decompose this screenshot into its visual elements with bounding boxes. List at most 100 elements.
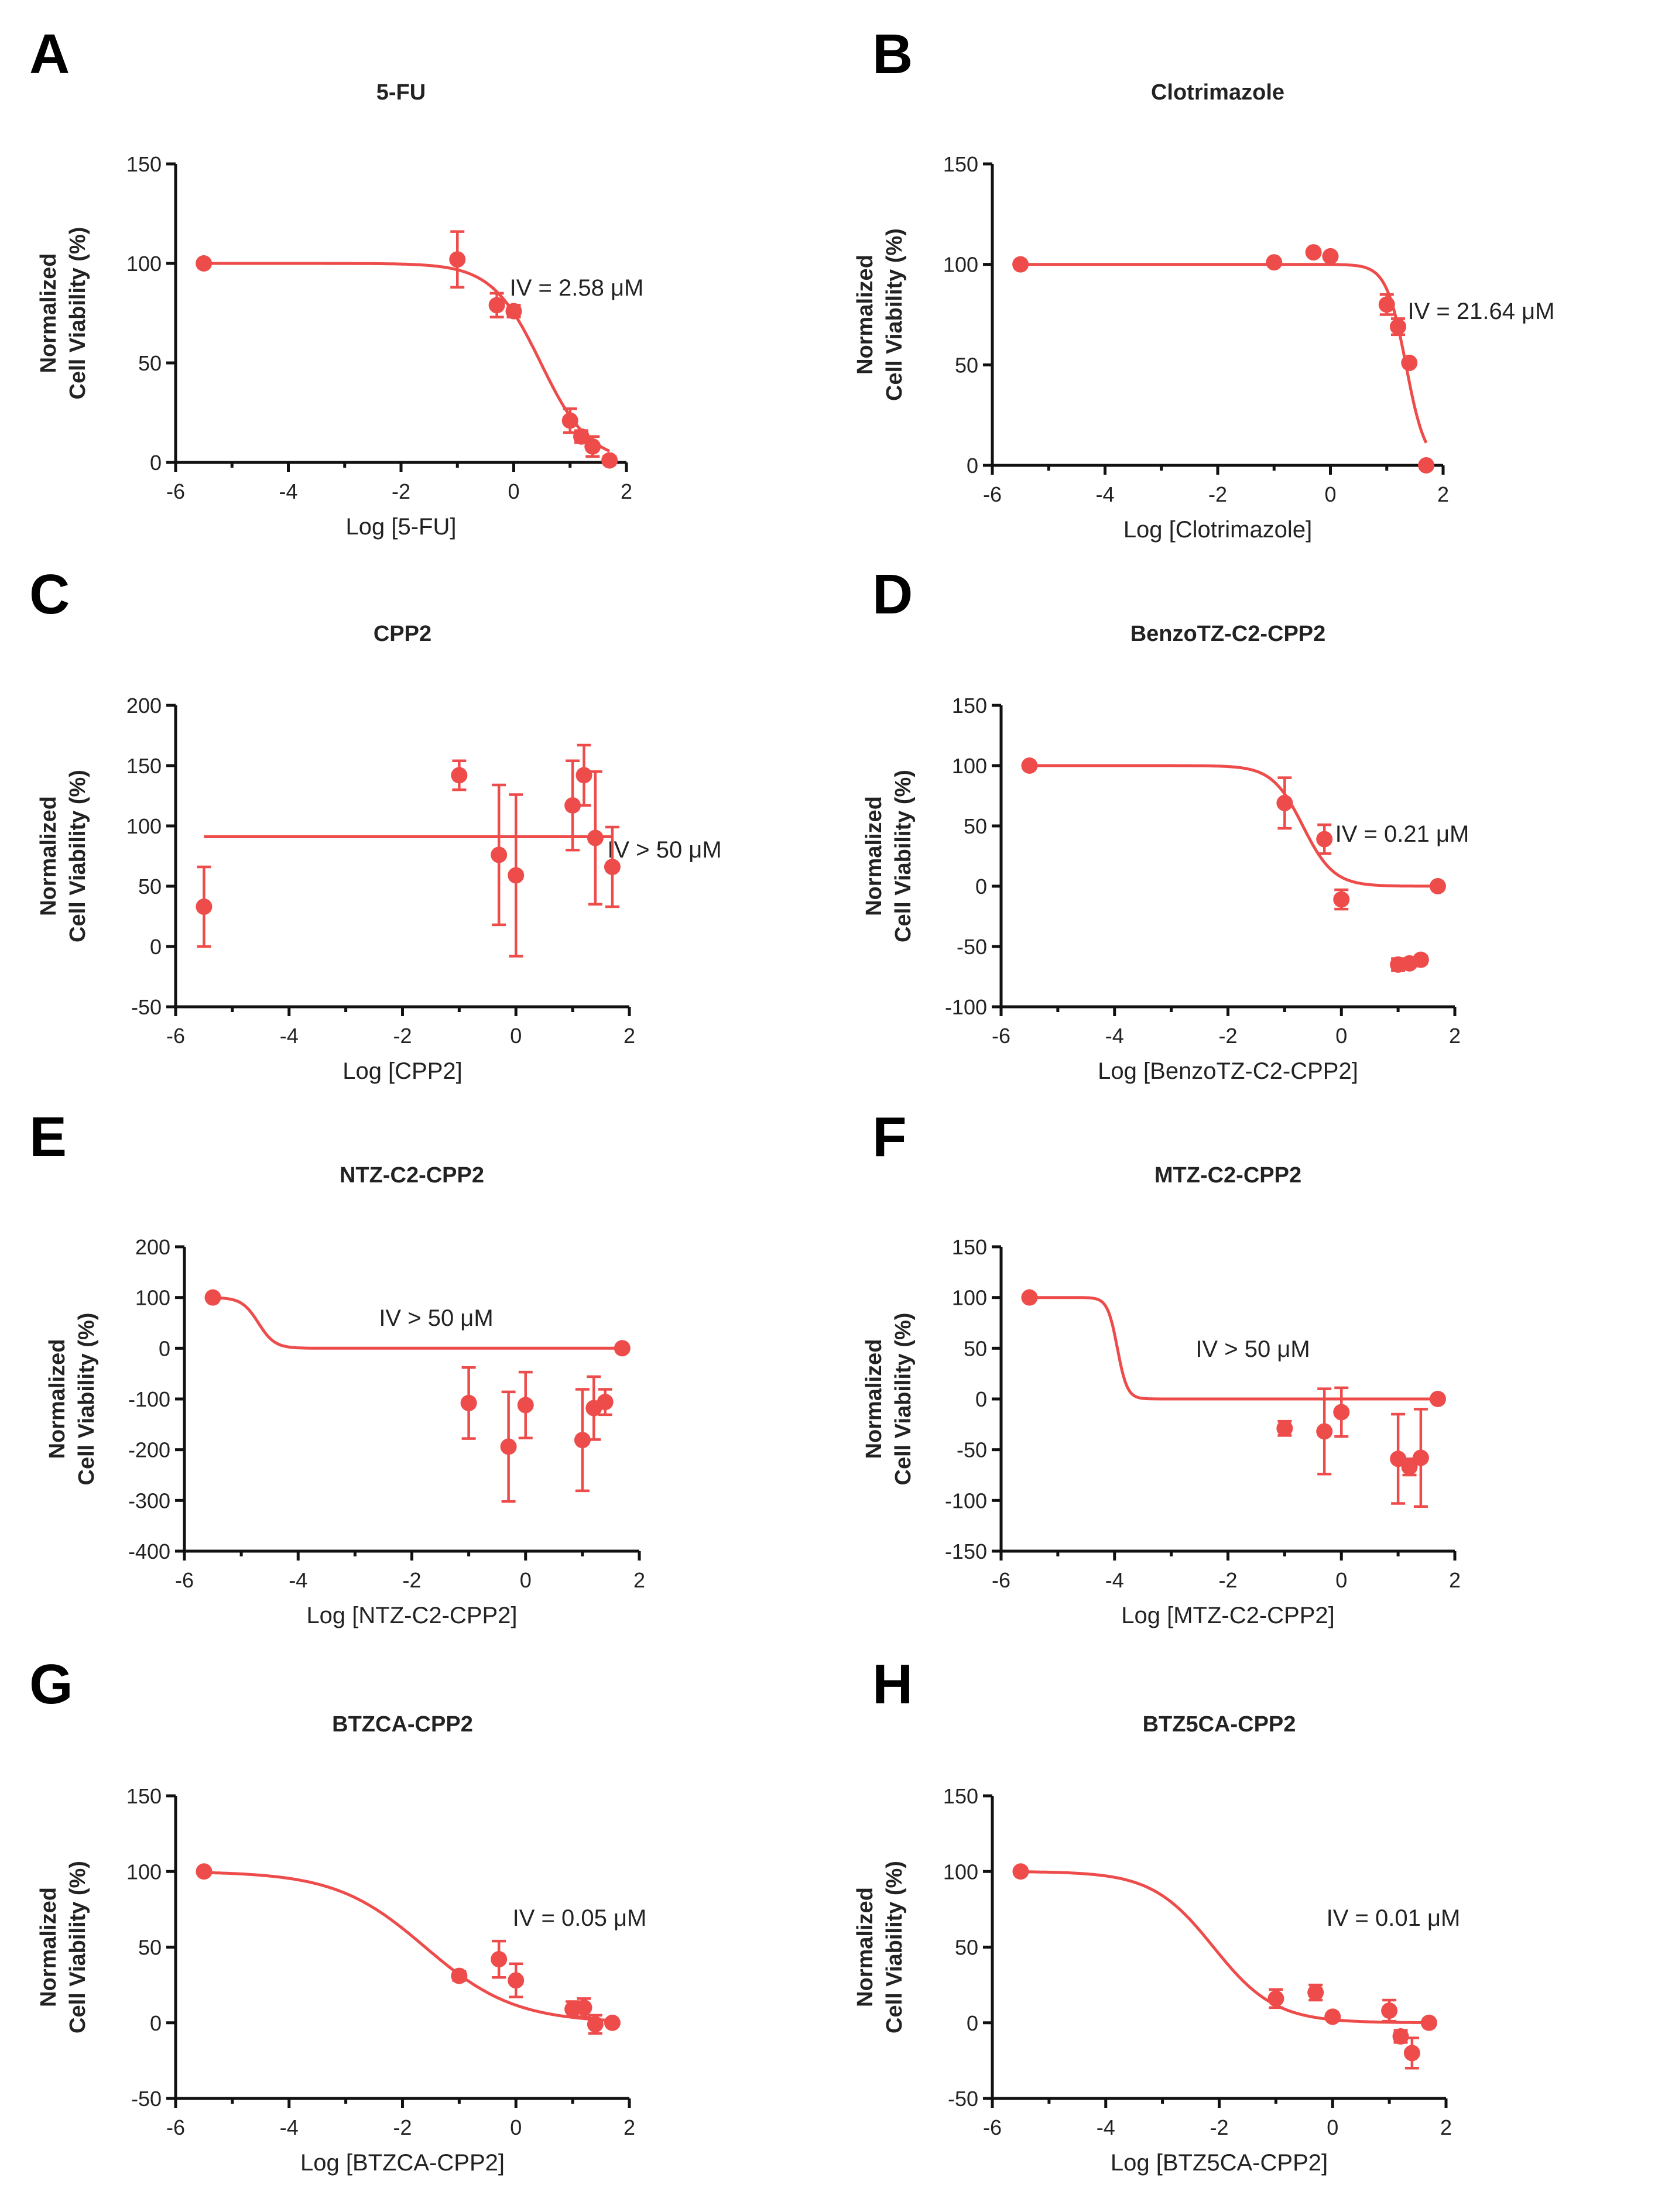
y-axis-label-line: Normalized <box>36 253 61 373</box>
y-axis-label-line: Cell Viability (%) <box>891 770 916 942</box>
chart-title: MTZ-C2-CPP2 <box>1154 1163 1301 1188</box>
x-axis-label: Log [5-FU] <box>346 514 457 540</box>
y-tick-label: -100 <box>128 1387 170 1411</box>
y-tick-label: 150 <box>952 1235 987 1259</box>
x-tick-label: 0 <box>1335 1568 1347 1592</box>
y-axis-label-line: Cell Viability (%) <box>882 1861 907 2033</box>
y-tick-label: -400 <box>128 1539 170 1563</box>
y-tick-label: 50 <box>964 1336 987 1360</box>
x-tick-label: -6 <box>983 482 1002 506</box>
chart-title: BTZ5CA-CPP2 <box>1143 1712 1296 1737</box>
y-axis-label-line: Normalized <box>853 1887 878 2007</box>
fit-curve <box>204 1871 613 2022</box>
x-axis-label: Log [MTZ-C2-CPP2] <box>1121 1603 1335 1628</box>
data-point <box>1322 248 1339 265</box>
x-axis-label: Log [CPP2] <box>342 1058 462 1084</box>
data-point <box>1390 1450 1407 1467</box>
data-point <box>1390 318 1406 335</box>
y-tick-label: 50 <box>138 874 162 898</box>
x-tick-label: 2 <box>1437 482 1449 506</box>
y-axis-label-line: Cell Viability (%) <box>66 227 90 400</box>
panel-letter: C <box>29 563 70 626</box>
y-tick-label: -50 <box>957 935 987 959</box>
y-axis-label-line: Cell Viability (%) <box>66 770 90 942</box>
data-point <box>1021 757 1038 774</box>
iv-annotation: IV = 0.21 μM <box>1335 821 1469 847</box>
fit-curve <box>213 1296 622 1350</box>
chart-title: CPP2 <box>374 622 431 646</box>
x-tick-label: 0 <box>1324 482 1336 506</box>
x-tick-label: -6 <box>983 2115 1002 2139</box>
y-tick-label: 50 <box>955 353 978 377</box>
data-point <box>1381 2002 1398 2019</box>
data-point <box>517 1397 534 1414</box>
panel-letter: E <box>29 1106 67 1168</box>
data-point <box>604 859 621 876</box>
x-tick-label: 2 <box>1440 2115 1452 2139</box>
y-axis-label-line: Cell Viability (%) <box>882 228 907 401</box>
y-tick-label: 0 <box>967 454 978 478</box>
iv-annotation: IV = 21.64 μM <box>1408 299 1555 324</box>
data-point <box>1266 254 1283 271</box>
y-tick-label: -100 <box>945 995 987 1019</box>
data-point <box>508 867 525 884</box>
y-tick-label: 0 <box>159 1336 170 1360</box>
y-tick-label: 50 <box>138 351 162 375</box>
y-axis-label-line: Normalized <box>45 1339 70 1459</box>
data-point <box>1392 2028 1409 2045</box>
x-tick-label: -6 <box>175 1568 194 1592</box>
x-tick-label: -4 <box>289 1568 307 1592</box>
data-point <box>1333 1404 1350 1421</box>
y-tick-label: 200 <box>126 694 162 718</box>
fit-curve <box>1020 263 1428 444</box>
data-point <box>1401 354 1418 371</box>
x-tick-label: -4 <box>280 2115 299 2139</box>
iv-annotation: IV = 2.58 μM <box>510 275 644 301</box>
x-axis-label: Log [Clotrimazole] <box>1123 517 1312 543</box>
x-tick-label: -4 <box>1105 1024 1124 1048</box>
data-point <box>1401 1459 1418 1476</box>
chart-panel-g: G BTZCA-CPP2 -6 -4 -2 0 2 -50 0 50 100 150 Log [BTZC… <box>29 1653 646 2176</box>
y-tick-label: -150 <box>945 1539 987 1563</box>
iv-annotation: IV > 50 μM <box>1195 1336 1310 1362</box>
chart-panel-d: D BenzoTZ-C2-CPP2 -6 -4 -2 0 2 -100 -50 0 50 100 150… <box>862 563 1469 1084</box>
y-tick-label: 150 <box>126 152 162 176</box>
y-tick-label: 100 <box>135 1286 170 1310</box>
panel-letter: D <box>872 563 913 626</box>
data-point <box>1412 951 1429 968</box>
y-tick-label: 0 <box>150 451 162 475</box>
y-tick-label: -50 <box>948 2087 978 2111</box>
x-axis-label: Log [BTZCA-CPP2] <box>300 2150 505 2176</box>
x-tick-label: -6 <box>166 479 185 503</box>
y-tick-label: -50 <box>957 1438 987 1462</box>
data-point <box>491 846 508 863</box>
chart-panel-a: A 5-FU -6 -4 -2 0 2 0 50 100 150 Log [5-FU] Normaliz… <box>29 23 643 540</box>
y-tick-label: 100 <box>952 754 987 778</box>
y-axis-label-line: Normalized <box>853 255 878 375</box>
x-axis-label: Log [NTZ-C2-CPP2] <box>306 1603 517 1628</box>
data-point <box>1324 2008 1341 2025</box>
chart-panel-f: F MTZ-C2-CPP2 -6 -4 -2 0 2 -150 -100 -50 0 50 100 150… <box>862 1106 1461 1628</box>
y-tick-label: 0 <box>975 874 987 898</box>
y-tick-label: 150 <box>952 694 987 718</box>
x-tick-label: -2 <box>392 479 410 503</box>
y-tick-label: -50 <box>131 995 162 1019</box>
x-tick-label: 2 <box>633 1568 645 1592</box>
data-point <box>204 1289 221 1306</box>
y-axis-label-line: Normalized <box>862 796 886 916</box>
x-tick-label: -6 <box>992 1568 1010 1592</box>
fit-curve <box>204 262 611 452</box>
y-tick-label: 50 <box>964 814 987 838</box>
y-axis-label-line: Cell Viability (%) <box>66 1861 90 2033</box>
x-tick-label: -4 <box>1105 1568 1124 1592</box>
panel-letter: G <box>29 1653 73 1716</box>
y-tick-label: 50 <box>955 1936 978 1960</box>
panel-letter: F <box>872 1106 907 1168</box>
data-point <box>196 255 213 272</box>
x-tick-label: 2 <box>623 1024 635 1048</box>
x-tick-label: 0 <box>510 1024 522 1048</box>
data-point <box>460 1394 477 1411</box>
data-point <box>604 2014 621 2031</box>
y-tick-label: 150 <box>943 1784 978 1808</box>
